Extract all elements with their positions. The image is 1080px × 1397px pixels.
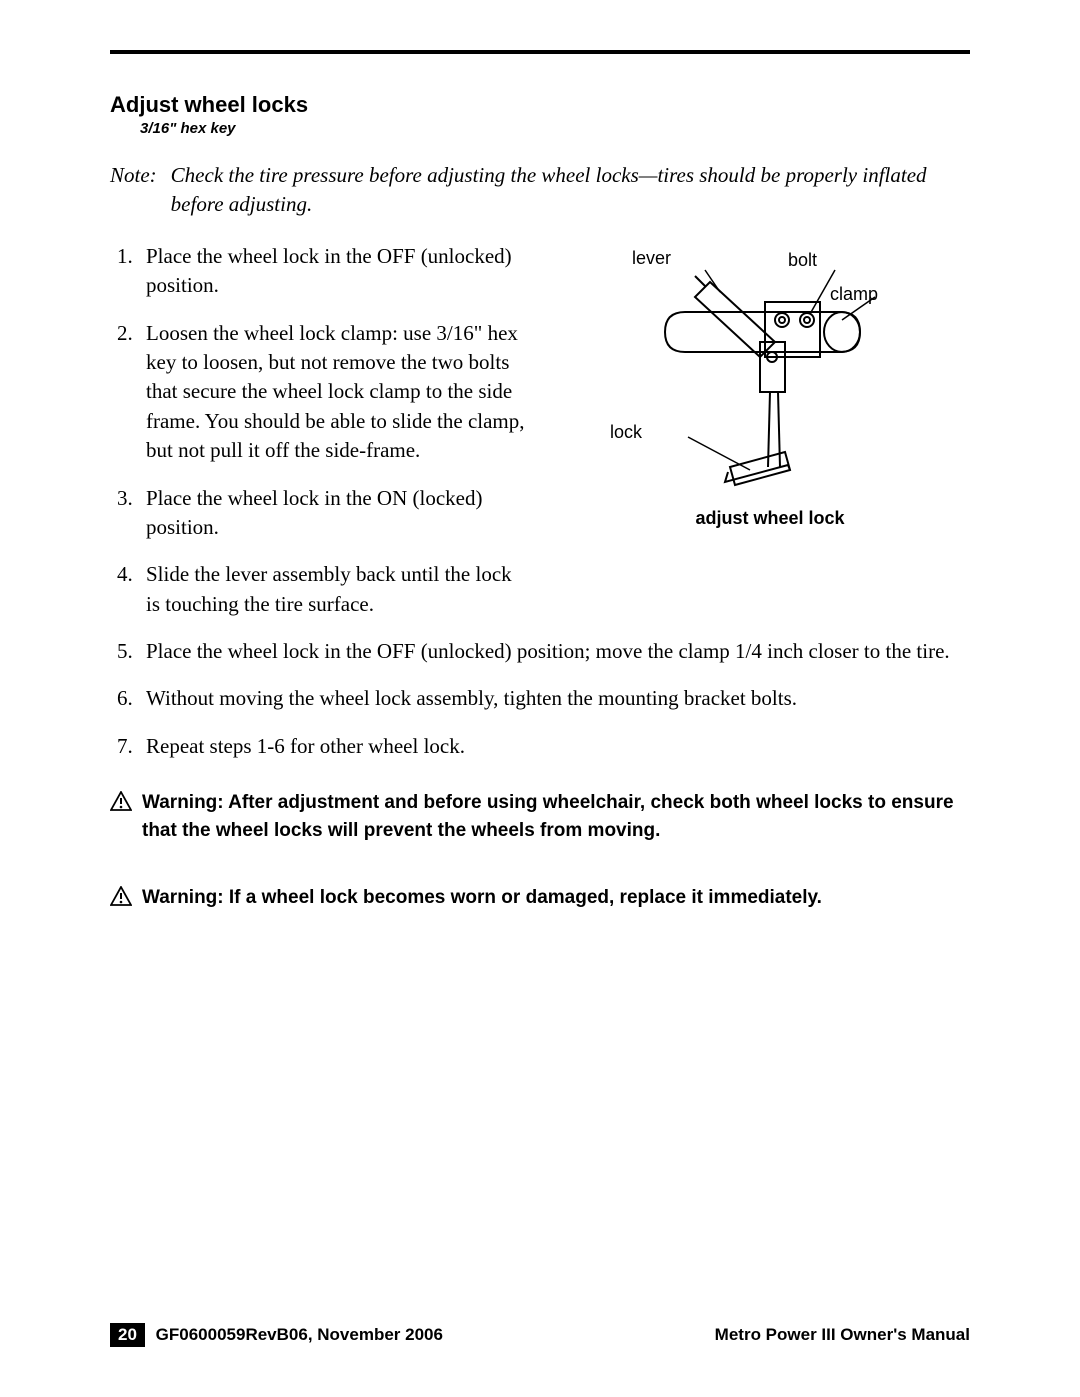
warning-icon: [110, 791, 132, 811]
list-item: Slide the lever assembly back until the …: [138, 560, 530, 619]
page-number: 20: [110, 1323, 145, 1347]
figure-caption: adjust wheel lock: [570, 508, 970, 529]
figure-label-lock: lock: [610, 422, 642, 443]
list-item: Without moving the wheel lock assembly, …: [138, 684, 970, 713]
warning-block: Warning: After adjustment and before usi…: [110, 789, 970, 844]
figure-label-clamp: clamp: [830, 284, 878, 305]
footer-left: 20 GF0600059RevB06, November 2006: [110, 1323, 443, 1347]
doc-id: GF0600059RevB06, November 2006: [156, 1325, 443, 1344]
list-item: Place the wheel lock in the OFF (unlocke…: [138, 242, 530, 301]
note: Note Check the tire pressure before adju…: [110, 161, 970, 220]
warning-text: Warning: If a wheel lock becomes worn or…: [142, 884, 822, 912]
note-text: Check the tire pressure before adjusting…: [171, 161, 970, 220]
list-item: Place the wheel lock in the ON (locked) …: [138, 484, 530, 543]
list-item: Repeat steps 1-6 for other wheel lock.: [138, 732, 970, 761]
figure-label-lever: lever: [632, 248, 671, 269]
warning-icon: [110, 886, 132, 906]
steps-list-bottom: Place the wheel lock in the OFF (unlocke…: [110, 637, 970, 761]
list-item: Place the wheel lock in the OFF (unlocke…: [138, 637, 970, 666]
list-item: Loosen the wheel lock clamp: use 3/16" h…: [138, 319, 530, 466]
figure-label-bolt: bolt: [788, 250, 817, 271]
footer-right: Metro Power III Owner's Manual: [715, 1325, 970, 1345]
section-title: Adjust wheel locks: [110, 92, 970, 118]
note-label: Note: [110, 161, 171, 220]
footer: 20 GF0600059RevB06, November 2006 Metro …: [110, 1323, 970, 1347]
tool-spec: 3/16" hex key: [110, 120, 970, 137]
warning-text: Warning: After adjustment and before usi…: [142, 789, 970, 844]
figure: lever bolt clamp lock adjust wheel lock: [570, 242, 970, 637]
warning-block: Warning: If a wheel lock becomes worn or…: [110, 884, 970, 912]
steps-list-top: Place the wheel lock in the OFF (unlocke…: [110, 242, 530, 619]
wheel-lock-diagram: [610, 242, 930, 502]
